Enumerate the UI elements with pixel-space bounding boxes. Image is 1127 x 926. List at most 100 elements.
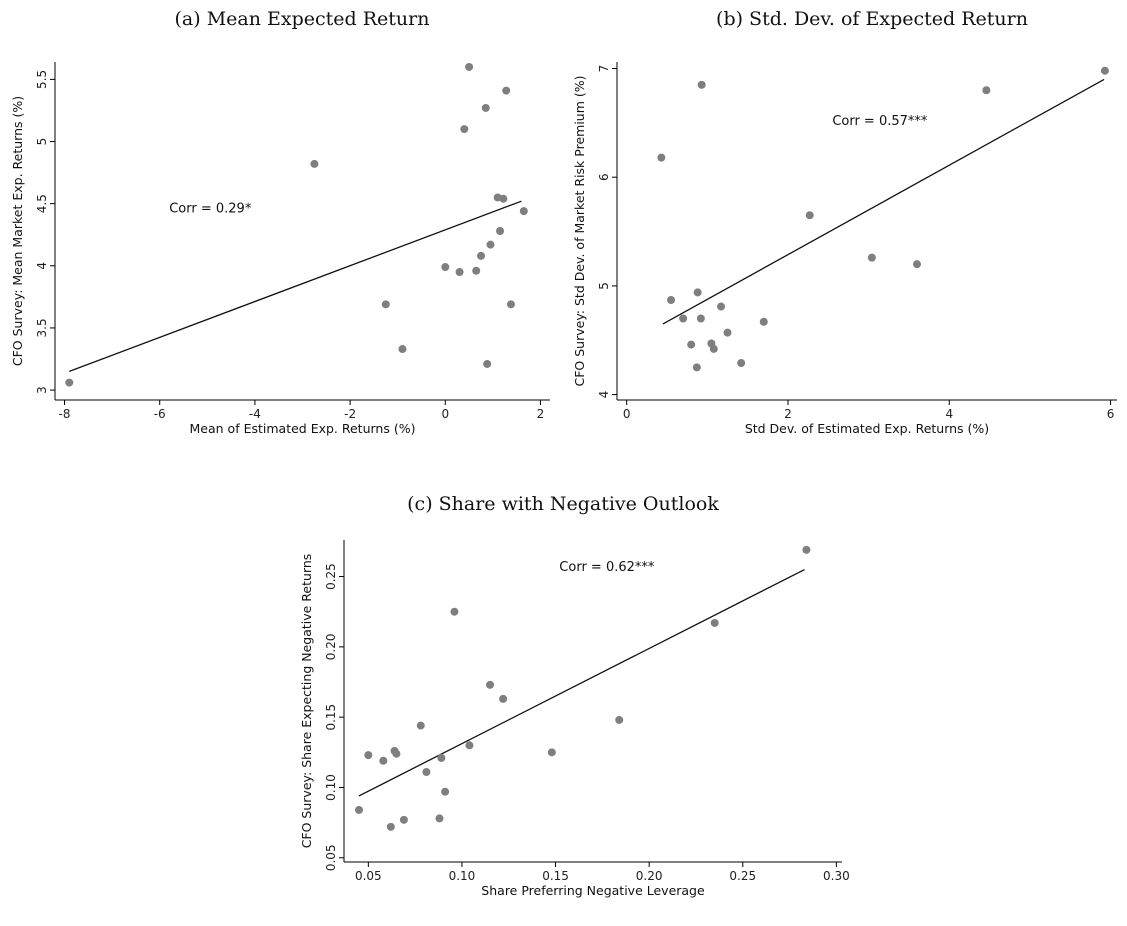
scatter-point: [982, 86, 991, 95]
scatter-point: [416, 721, 425, 730]
scatter-point: [472, 266, 481, 275]
scatter-point: [913, 260, 921, 269]
x-tick-label: 0.20: [636, 869, 663, 883]
scatter-point: [422, 768, 431, 777]
panel-title-a: (a) Mean Expected Return: [174, 8, 430, 30]
scatter-point: [667, 296, 676, 305]
y-tick-label: 4: [35, 262, 49, 270]
scatter-point: [709, 344, 718, 353]
scatter-point: [759, 317, 768, 326]
scatter-point: [502, 86, 511, 95]
y-tick-label: 0.10: [324, 774, 338, 801]
scatter-point: [379, 756, 388, 765]
scatter-point: [486, 240, 495, 249]
scatter-point: [483, 359, 492, 368]
scatter-point: [65, 378, 74, 387]
scatter-point: [441, 263, 450, 272]
scatter-point: [717, 302, 726, 311]
scatter-point: [310, 159, 319, 168]
x-tick-label: 0: [623, 407, 631, 421]
scatter-point: [547, 748, 556, 757]
scatter-point: [723, 328, 732, 337]
y-tick-label: 5: [597, 282, 611, 290]
x-tick-label: 0.30: [823, 869, 850, 883]
scatter-point: [693, 288, 702, 297]
scatter-point: [805, 211, 814, 220]
scatter-point: [696, 314, 705, 323]
correlation-annotation: Corr = 0.29*: [169, 201, 252, 216]
panel-title-c: (c) Share with Negative Outlook: [407, 493, 719, 515]
y-axis-title: CFO Survey: Mean Market Exp. Returns (%): [10, 96, 25, 366]
x-tick-label: -6: [154, 407, 166, 421]
scatter-point: [465, 741, 474, 750]
y-tick-label: 6: [597, 173, 611, 181]
scatter-point: [481, 103, 490, 112]
fit-line: [69, 200, 522, 373]
scatter-point: [398, 345, 407, 354]
x-tick-label: 0.10: [449, 869, 476, 883]
scatter-point: [802, 545, 811, 554]
scatter-point: [679, 314, 688, 323]
scatter-point: [519, 207, 528, 216]
y-tick-label: 5: [35, 138, 49, 146]
scatter-point: [450, 607, 459, 616]
scatter-point: [499, 694, 508, 703]
scatter-point: [615, 715, 624, 724]
y-axis-title: CFO Survey: Share Expecting Negative Ret…: [299, 554, 314, 849]
y-tick-label: 0.25: [324, 563, 338, 590]
y-tick-label: 4: [597, 391, 611, 399]
y-tick-label: 3: [35, 386, 49, 394]
scatter-point: [455, 268, 464, 277]
x-axis-title: Share Preferring Negative Leverage: [481, 883, 705, 898]
correlation-annotation: Corr = 0.57***: [832, 114, 928, 129]
scatter-point: [867, 253, 876, 262]
y-tick-label: 0.20: [324, 634, 338, 661]
scatter-point: [441, 787, 450, 796]
x-tick-label: 0.25: [729, 869, 756, 883]
scatter-point: [710, 618, 719, 627]
scatter-point: [687, 340, 696, 349]
x-tick-label: -4: [249, 407, 261, 421]
y-tick-label: 0.05: [324, 844, 338, 871]
scatter-point: [465, 62, 474, 71]
scatter-point: [496, 227, 505, 235]
scatter-point: [737, 359, 746, 368]
scatter-point: [354, 805, 363, 814]
scatter-point: [460, 125, 469, 134]
y-tick-label: 5.5: [35, 70, 49, 89]
scatter-point: [1100, 66, 1109, 75]
scatter-point: [399, 815, 408, 824]
scatter-point: [392, 749, 401, 758]
x-tick-label: 6: [1107, 407, 1115, 421]
scatter-point: [692, 363, 701, 372]
scatter-point: [364, 751, 373, 760]
x-tick-label: 0: [441, 407, 449, 421]
x-tick-label: 0.05: [355, 869, 382, 883]
scatter-point: [499, 194, 508, 203]
x-tick-label: 0.15: [542, 869, 569, 883]
x-tick-label: -2: [344, 407, 356, 421]
scatter-point: [476, 251, 485, 260]
scatter-point: [486, 680, 495, 689]
scatter-point: [381, 300, 390, 309]
x-tick-label: 4: [945, 407, 953, 421]
y-tick-label: 4.5: [35, 194, 49, 213]
y-tick-label: 0.15: [324, 704, 338, 731]
scatter-point: [437, 753, 446, 762]
scatter-point: [506, 300, 515, 309]
x-axis-title: Mean of Estimated Exp. Returns (%): [190, 421, 416, 436]
fit-line: [662, 78, 1105, 325]
y-axis-title: CFO Survey: Std Dev. of Market Risk Prem…: [572, 76, 587, 387]
panel-title-b: (b) Std. Dev. of Expected Return: [716, 8, 1028, 30]
scatter-point: [657, 153, 666, 162]
x-axis-title: Std Dev. of Estimated Exp. Returns (%): [745, 421, 989, 436]
y-tick-label: 3.5: [35, 318, 49, 337]
x-tick-label: 2: [537, 407, 545, 421]
y-tick-label: 7: [597, 65, 611, 73]
x-tick-label: 2: [784, 407, 792, 421]
scatter-point: [697, 80, 706, 89]
x-tick-label: -8: [59, 407, 71, 421]
